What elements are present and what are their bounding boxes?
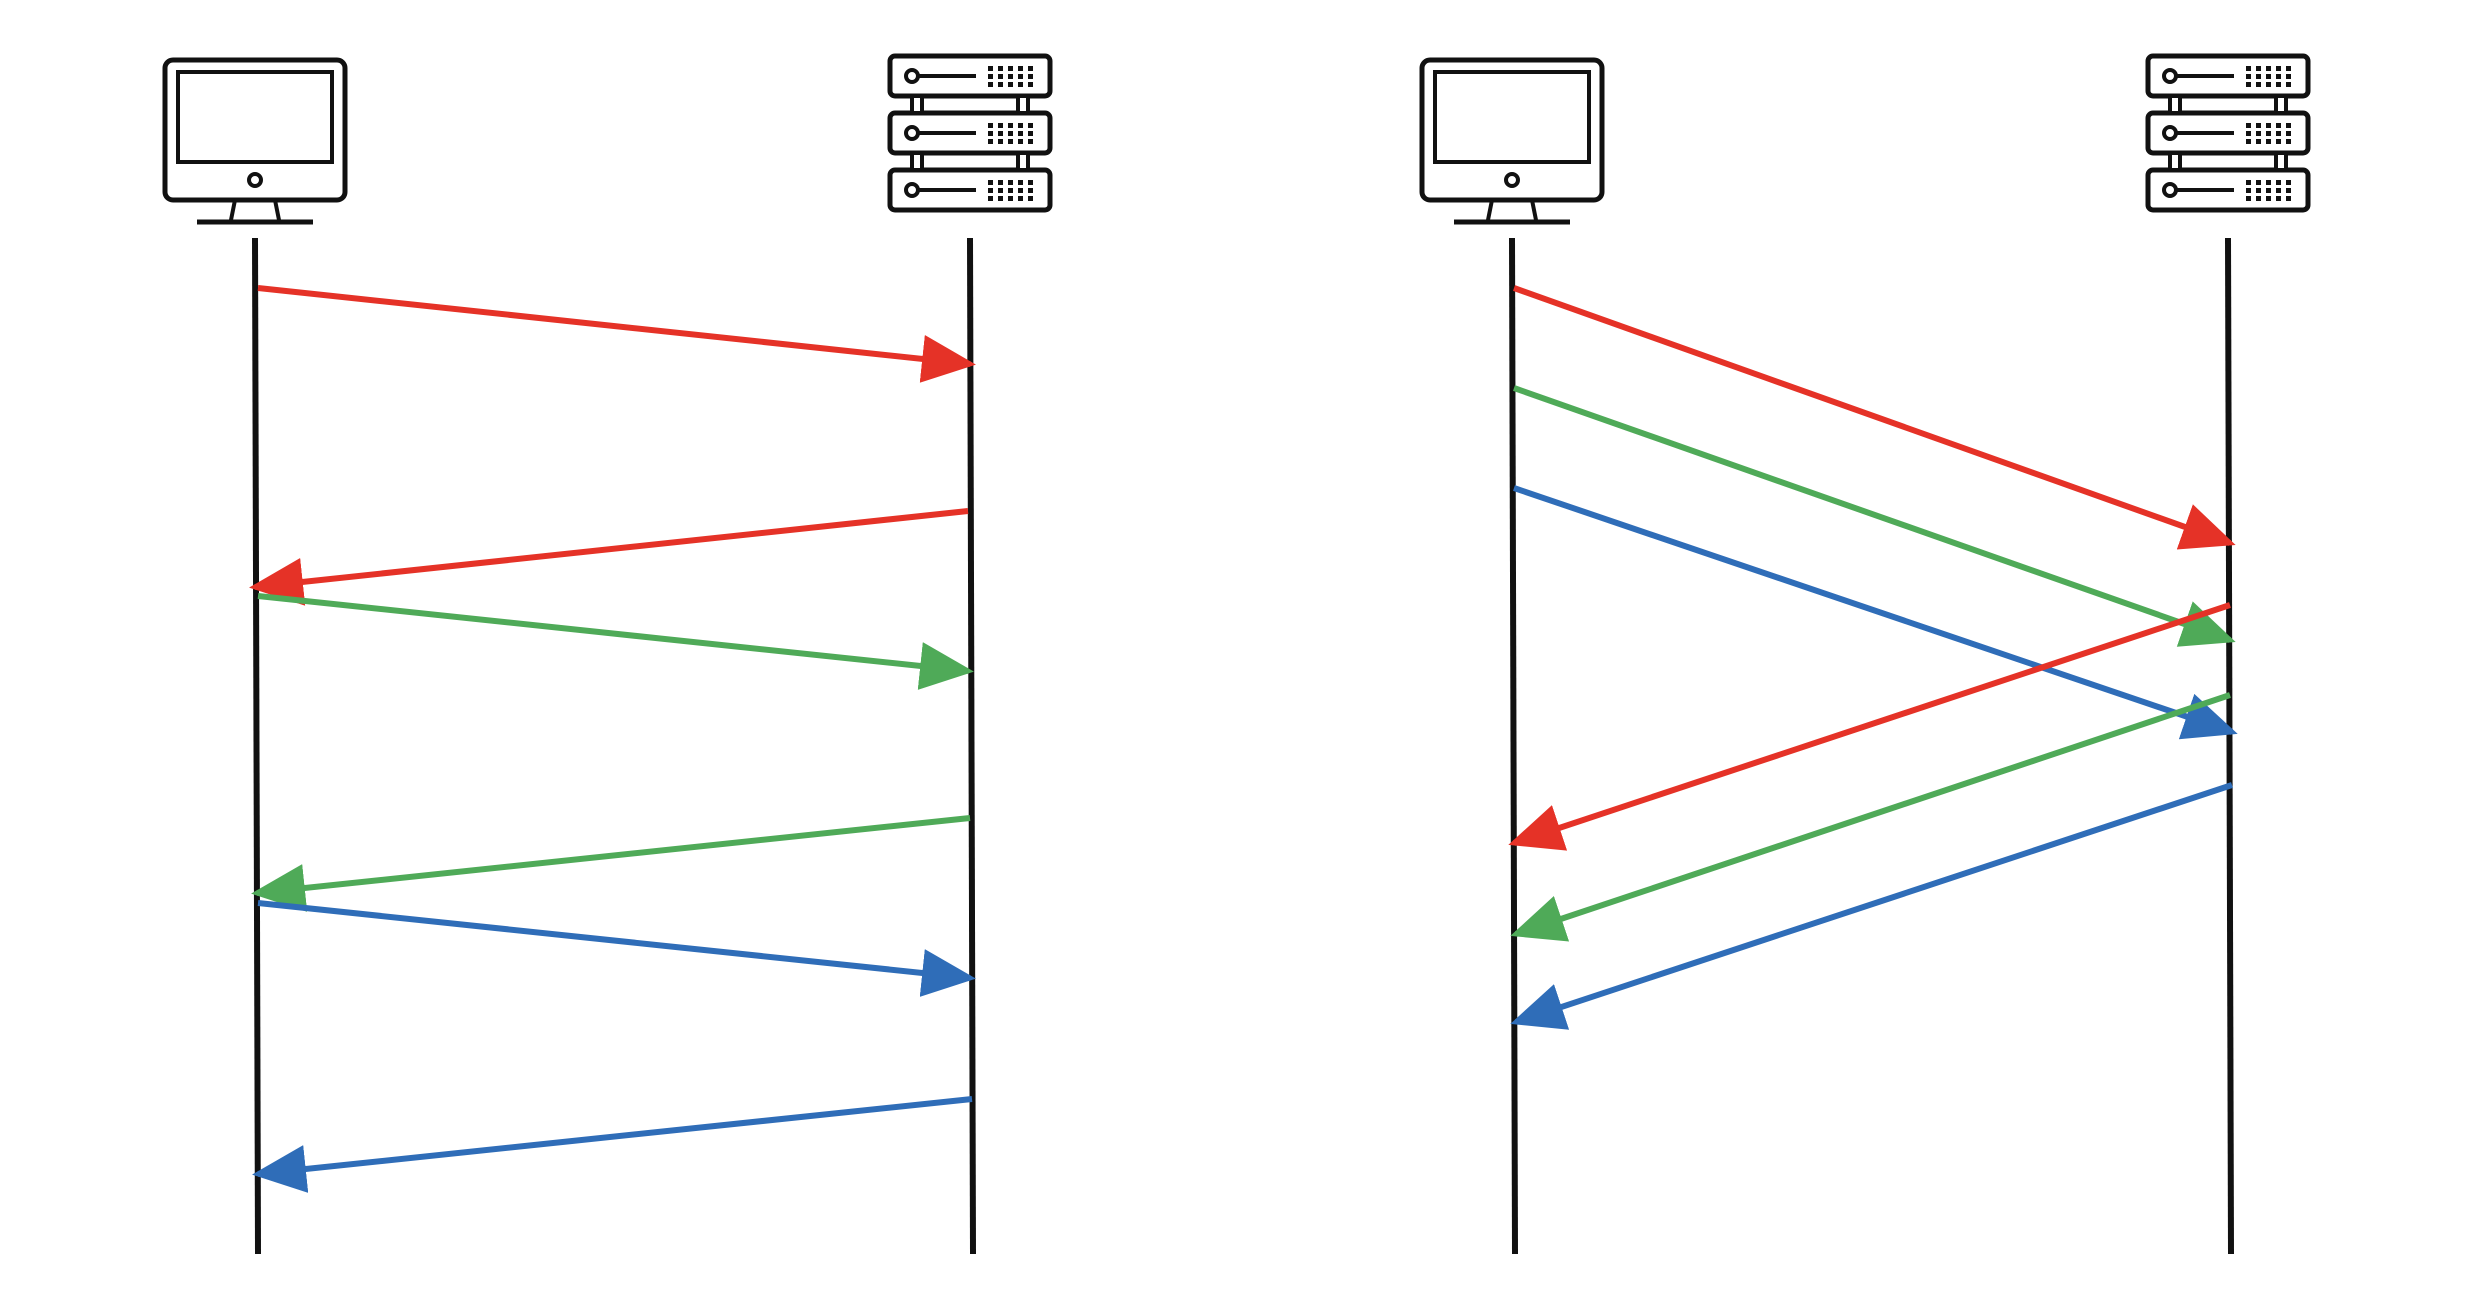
- desktop-computer-icon: [165, 60, 345, 222]
- message-arrow-green-response: [1510, 692, 2231, 942]
- message-arrow-red-request: [1512, 285, 2236, 550]
- message-arrow-green-request: [1513, 385, 2236, 647]
- message-arrow-red-request: [257, 285, 976, 383]
- server-lifeline: [2225, 237, 2234, 1255]
- message-arrow-blue-response: [252, 1096, 973, 1193]
- server-rack-icon: [890, 56, 1050, 210]
- diagram-pipelined: [1422, 56, 2308, 1255]
- diagram-sequential: [165, 56, 1050, 1255]
- message-arrow-blue-request: [1513, 485, 2238, 740]
- server-lifeline: [967, 237, 976, 1255]
- message-arrow-red-response: [249, 508, 969, 606]
- client-lifeline: [252, 237, 261, 1255]
- client-lifeline: [1509, 237, 1518, 1255]
- message-arrow-green-response: [251, 815, 971, 912]
- message-arrow-blue-request: [257, 900, 976, 997]
- desktop-computer-icon: [1422, 60, 1602, 222]
- message-arrow-green-request: [257, 593, 974, 690]
- message-arrow-red-response: [1508, 602, 2231, 851]
- message-arrow-blue-response: [1510, 782, 2233, 1030]
- server-rack-icon: [2148, 56, 2308, 210]
